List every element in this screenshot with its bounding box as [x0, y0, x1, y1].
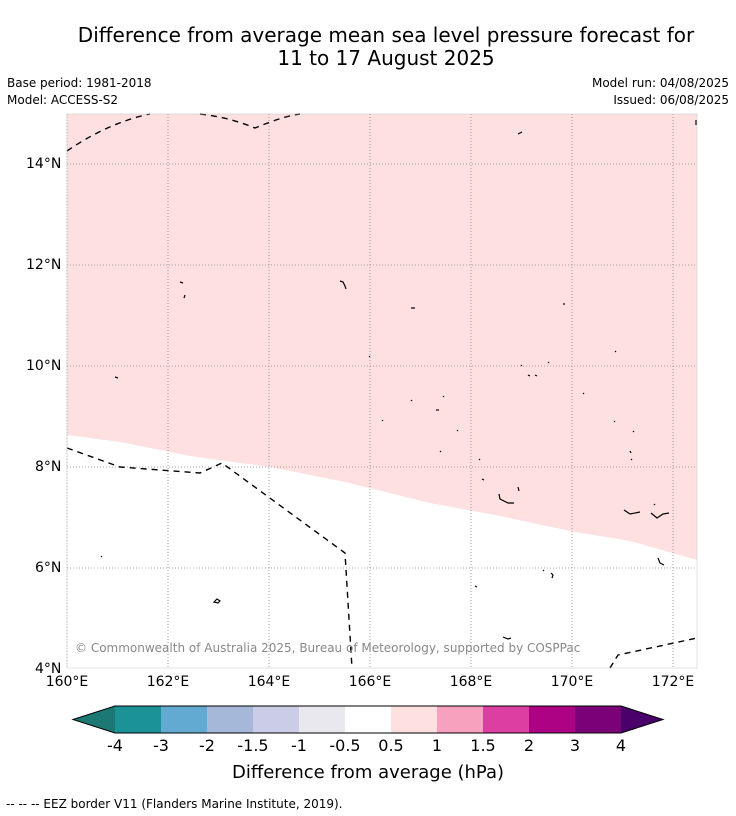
island-b	[339, 280, 347, 290]
island-d	[517, 131, 523, 135]
model-run-text: Model run: 04/08/2025	[591, 76, 729, 90]
island-g	[114, 376, 119, 379]
colorbar-tick: 3	[569, 736, 581, 755]
pressure-anomaly-region	[67, 114, 697, 560]
island-r	[100, 555, 103, 558]
island-n	[481, 478, 485, 481]
colorbar-swatch-7	[391, 706, 437, 733]
colorbar	[71, 705, 665, 734]
island-u	[474, 585, 478, 588]
eez-border-south	[66, 447, 353, 669]
lat-label-4n: 4°N	[35, 661, 62, 677]
lat-label-8n: 8°N	[35, 459, 62, 475]
colorbar-tick: 2	[523, 736, 535, 755]
lon-label-168e: 168°E	[449, 674, 493, 690]
colorbar-tick: -4	[107, 736, 123, 755]
island-t	[542, 569, 554, 579]
model-text: Model: ACCESS-S2	[7, 93, 119, 107]
lat-label-12n: 12°N	[26, 257, 62, 273]
colorbar-swatch-3	[207, 706, 253, 733]
colorbar-tick: -3	[153, 736, 169, 755]
map-title-line2: 11 to 17 August 2025	[277, 46, 495, 70]
lon-label-172e: 172°E	[651, 674, 695, 690]
colorbar-tick: 0.5	[378, 736, 404, 755]
island-o	[498, 486, 520, 504]
colorbar-swatch-5	[299, 706, 345, 733]
colorbar-swatch-1	[115, 706, 161, 733]
lat-label-6n: 6°N	[35, 560, 62, 576]
island-a	[179, 281, 186, 299]
colorbar-outline	[71, 705, 665, 734]
eez-footnote: -- -- -- EEZ border V11 (Flanders Marine…	[6, 797, 343, 811]
colorbar-swatch-10	[529, 706, 575, 733]
eez-borders	[66, 113, 698, 669]
base-period-text: Base period: 1981-2018	[7, 76, 152, 90]
colorbar-tick: 1	[431, 736, 443, 755]
island-i	[527, 374, 538, 377]
colorbar-swatch-8	[437, 706, 483, 733]
lon-label-160e: 160°E	[45, 674, 89, 690]
colorbar-tick: -2	[199, 736, 215, 755]
colorbar-swatch-0	[73, 706, 115, 733]
copyright-text: © Commonwealth of Australia 2025, Bureau…	[75, 641, 581, 655]
eez-border-nw	[66, 113, 151, 152]
island-l	[381, 419, 635, 433]
colorbar-tick: -1.5	[237, 736, 269, 755]
eez-border-se	[609, 637, 698, 669]
island-m	[439, 450, 633, 461]
colorbar-swatch-9	[483, 706, 529, 733]
gridlines	[66, 114, 697, 668]
island-j	[410, 392, 585, 402]
map-frame	[66, 113, 698, 669]
issued-text: Issued: 06/08/2025	[613, 93, 729, 107]
colorbar-tick: 1.5	[470, 736, 496, 755]
island-v	[212, 598, 221, 604]
island-s	[657, 557, 665, 566]
lon-label-164e: 164°E	[247, 674, 291, 690]
colorbar-swatch-11	[575, 706, 621, 733]
colorbar-title: Difference from average (hPa)	[231, 762, 505, 783]
eez-border-n	[199, 113, 301, 129]
colorbar-tick: -1	[291, 736, 307, 755]
island-h	[368, 350, 617, 367]
lon-label-166e: 166°E	[348, 674, 392, 690]
colorbar-swatch-12	[621, 706, 663, 733]
islands	[100, 120, 697, 640]
colorbar-swatch-6	[345, 706, 391, 733]
island-q	[653, 503, 656, 506]
colorbar-swatch-4	[253, 706, 299, 733]
colorbar-tick: 4	[615, 736, 627, 755]
lon-label-162e: 162°E	[146, 674, 190, 690]
lat-label-14n: 14°N	[26, 156, 62, 172]
map-title-line1: Difference from average mean sea level p…	[77, 23, 695, 47]
island-w	[502, 636, 512, 640]
lon-label-170e: 170°E	[550, 674, 594, 690]
colorbar-tick: -0.5	[329, 736, 361, 755]
lat-label-10n: 10°N	[26, 358, 62, 374]
colorbar-swatch-2	[161, 706, 207, 733]
island-p	[623, 509, 670, 519]
